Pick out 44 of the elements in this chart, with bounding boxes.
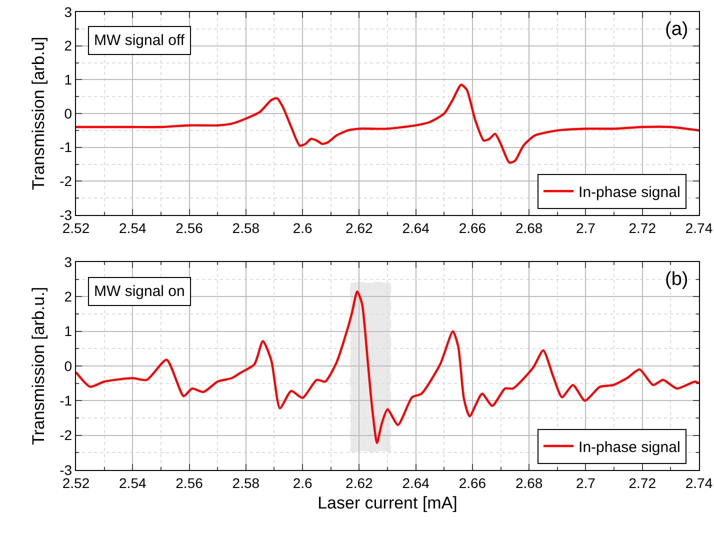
x-tick-label: 2.58 xyxy=(232,474,260,491)
x-tick-label: 2.62 xyxy=(346,474,374,491)
annotation: MW signal off xyxy=(94,32,186,49)
legend-label: In-phase signal xyxy=(578,438,680,456)
x-tick-label: 2.62 xyxy=(346,220,374,236)
annotation: (b) xyxy=(665,269,688,290)
y-tick-label: -2 xyxy=(60,173,72,190)
x-tick-label: 2.56 xyxy=(176,220,204,236)
x-tick-label: 2.6 xyxy=(292,474,312,491)
legend-label: In-phase signal xyxy=(578,184,680,202)
x-tick-label: 2.74 xyxy=(685,220,713,236)
x-tick-label: 2.68 xyxy=(515,220,543,236)
x-tick-label: 2.66 xyxy=(458,220,486,236)
x-tick-label: 2.72 xyxy=(628,220,656,236)
y-tick-label: -2 xyxy=(60,427,72,444)
x-tick-label: 2.72 xyxy=(628,474,656,491)
line-series xyxy=(76,84,699,164)
x-tick-label: 2.68 xyxy=(515,474,543,491)
x-tick-label: 2.56 xyxy=(176,474,204,491)
y-axis-title: Transmission [arb.u.] xyxy=(29,286,48,446)
x-tick-label: 2.7 xyxy=(576,474,596,491)
y-tick-label: 2 xyxy=(64,288,72,305)
x-tick-label: 2.6 xyxy=(292,220,312,236)
x-tick-label: 2.58 xyxy=(232,220,260,236)
x-tick-label: 2.64 xyxy=(402,474,430,491)
x-tick-label: 2.66 xyxy=(458,474,486,491)
annotation: MW signal on xyxy=(94,283,185,300)
y-tick-label: -1 xyxy=(60,139,72,156)
x-axis-title: Laser current [mA] xyxy=(318,493,458,512)
x-tick-label: 2.74 xyxy=(685,474,713,491)
y-tick-label: 3 xyxy=(64,254,72,270)
y-tick-label: 0 xyxy=(64,358,72,374)
x-tick-label: 2.7 xyxy=(576,220,596,236)
x-tick-label: 2.54 xyxy=(119,220,146,236)
y-tick-label: 3 xyxy=(64,4,72,20)
y-tick-label: 1 xyxy=(64,72,72,88)
y-tick-label: 1 xyxy=(64,323,72,340)
y-axis-title: Transmission [arb.u] xyxy=(29,36,48,190)
y-tick-label: 2 xyxy=(64,38,72,54)
annotation: (a) xyxy=(665,19,688,40)
x-tick-label: 2.54 xyxy=(119,474,146,491)
x-tick-label: 2.64 xyxy=(402,220,430,236)
y-tick-label: 0 xyxy=(64,105,72,122)
y-tick-label: -1 xyxy=(60,392,72,409)
